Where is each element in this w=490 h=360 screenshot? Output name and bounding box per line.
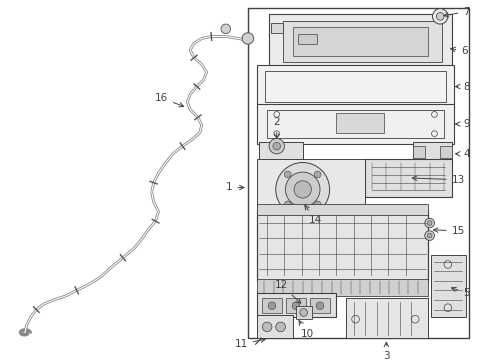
Circle shape — [427, 221, 432, 225]
Polygon shape — [431, 255, 466, 317]
Circle shape — [314, 171, 321, 178]
Circle shape — [221, 24, 231, 33]
Circle shape — [276, 162, 330, 216]
Polygon shape — [258, 279, 428, 296]
Polygon shape — [413, 146, 425, 158]
Polygon shape — [269, 14, 452, 67]
Text: 7: 7 — [444, 6, 470, 17]
Polygon shape — [259, 142, 303, 167]
Polygon shape — [413, 142, 452, 165]
Text: 5: 5 — [451, 287, 470, 298]
Polygon shape — [258, 210, 428, 281]
Text: 10: 10 — [299, 320, 314, 339]
Polygon shape — [296, 306, 312, 319]
Circle shape — [292, 302, 300, 310]
Circle shape — [316, 302, 324, 310]
Circle shape — [242, 33, 254, 44]
Circle shape — [314, 201, 321, 208]
Text: 4: 4 — [456, 149, 470, 159]
Polygon shape — [262, 298, 282, 314]
Circle shape — [425, 218, 435, 228]
Polygon shape — [258, 104, 454, 144]
Circle shape — [269, 139, 284, 154]
Text: 2: 2 — [273, 117, 280, 139]
Circle shape — [268, 302, 276, 310]
Text: 9: 9 — [456, 119, 470, 129]
Circle shape — [300, 309, 308, 316]
Circle shape — [273, 142, 281, 150]
Text: 6: 6 — [451, 46, 468, 56]
Circle shape — [427, 233, 432, 238]
Circle shape — [436, 13, 444, 20]
Text: 15: 15 — [434, 226, 465, 236]
Polygon shape — [365, 159, 452, 197]
Polygon shape — [336, 113, 385, 133]
Circle shape — [285, 172, 320, 207]
Circle shape — [294, 181, 311, 198]
Text: 8: 8 — [456, 81, 470, 91]
Polygon shape — [258, 66, 454, 108]
Text: 14: 14 — [305, 205, 322, 225]
Polygon shape — [283, 21, 442, 62]
Circle shape — [425, 231, 435, 240]
Polygon shape — [346, 298, 428, 338]
Polygon shape — [298, 33, 317, 44]
Text: 3: 3 — [383, 342, 390, 360]
Text: 13: 13 — [412, 175, 465, 185]
Polygon shape — [258, 293, 336, 317]
Polygon shape — [310, 298, 330, 314]
Polygon shape — [258, 315, 293, 338]
Circle shape — [262, 322, 272, 332]
Polygon shape — [293, 27, 428, 56]
Text: 16: 16 — [155, 93, 184, 107]
Polygon shape — [258, 204, 428, 215]
Polygon shape — [286, 298, 306, 314]
Circle shape — [284, 201, 291, 208]
Polygon shape — [440, 146, 452, 158]
Polygon shape — [271, 23, 283, 33]
Circle shape — [433, 9, 448, 24]
Text: 12: 12 — [275, 280, 301, 303]
Text: 11: 11 — [235, 338, 265, 349]
Circle shape — [284, 171, 291, 178]
Circle shape — [276, 322, 285, 332]
Polygon shape — [258, 159, 365, 212]
Text: 1: 1 — [226, 183, 244, 193]
